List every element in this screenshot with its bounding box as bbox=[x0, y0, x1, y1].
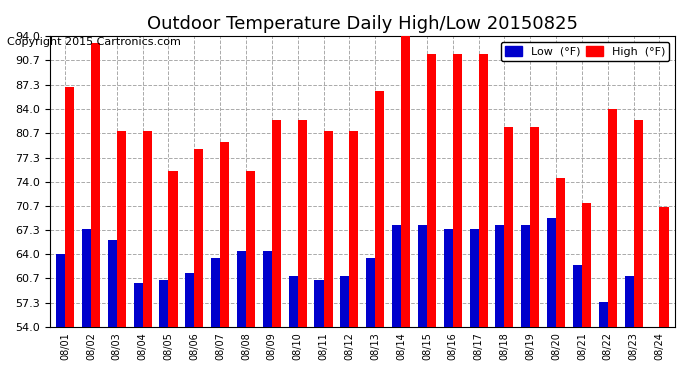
Legend: Low  (°F), High  (°F): Low (°F), High (°F) bbox=[501, 42, 669, 61]
Bar bbox=[582, 203, 591, 375]
Text: Copyright 2015 Cartronics.com: Copyright 2015 Cartronics.com bbox=[7, 37, 181, 47]
Bar bbox=[624, 276, 633, 375]
Bar bbox=[340, 276, 349, 375]
Bar bbox=[660, 207, 669, 375]
Bar bbox=[651, 327, 660, 375]
Bar bbox=[444, 229, 453, 375]
Bar bbox=[134, 284, 143, 375]
Bar bbox=[547, 218, 556, 375]
Bar bbox=[427, 54, 436, 375]
Bar bbox=[117, 130, 126, 375]
Bar bbox=[108, 240, 117, 375]
Bar bbox=[263, 251, 272, 375]
Bar bbox=[392, 225, 401, 375]
Bar bbox=[56, 254, 65, 375]
Bar bbox=[599, 302, 608, 375]
Bar bbox=[237, 251, 246, 375]
Bar bbox=[531, 127, 540, 375]
Bar bbox=[143, 130, 152, 375]
Bar bbox=[375, 90, 384, 375]
Bar bbox=[168, 171, 177, 375]
Bar bbox=[453, 54, 462, 375]
Bar bbox=[504, 127, 513, 375]
Bar bbox=[521, 225, 531, 375]
Bar bbox=[82, 229, 91, 375]
Bar bbox=[633, 120, 642, 375]
Bar bbox=[349, 130, 358, 375]
Bar bbox=[65, 87, 74, 375]
Bar bbox=[195, 149, 204, 375]
Bar bbox=[246, 171, 255, 375]
Bar bbox=[91, 43, 100, 375]
Bar bbox=[297, 120, 307, 375]
Bar bbox=[366, 258, 375, 375]
Bar bbox=[418, 225, 427, 375]
Bar bbox=[315, 280, 324, 375]
Bar bbox=[573, 265, 582, 375]
Bar bbox=[288, 276, 297, 375]
Bar bbox=[186, 273, 195, 375]
Title: Outdoor Temperature Daily High/Low 20150825: Outdoor Temperature Daily High/Low 20150… bbox=[147, 15, 578, 33]
Bar bbox=[159, 280, 168, 375]
Bar bbox=[401, 36, 410, 375]
Bar bbox=[220, 141, 229, 375]
Bar bbox=[608, 109, 617, 375]
Bar bbox=[324, 130, 333, 375]
Bar bbox=[495, 225, 504, 375]
Bar bbox=[470, 229, 479, 375]
Bar bbox=[211, 258, 220, 375]
Bar bbox=[272, 120, 281, 375]
Bar bbox=[479, 54, 488, 375]
Bar bbox=[556, 178, 565, 375]
